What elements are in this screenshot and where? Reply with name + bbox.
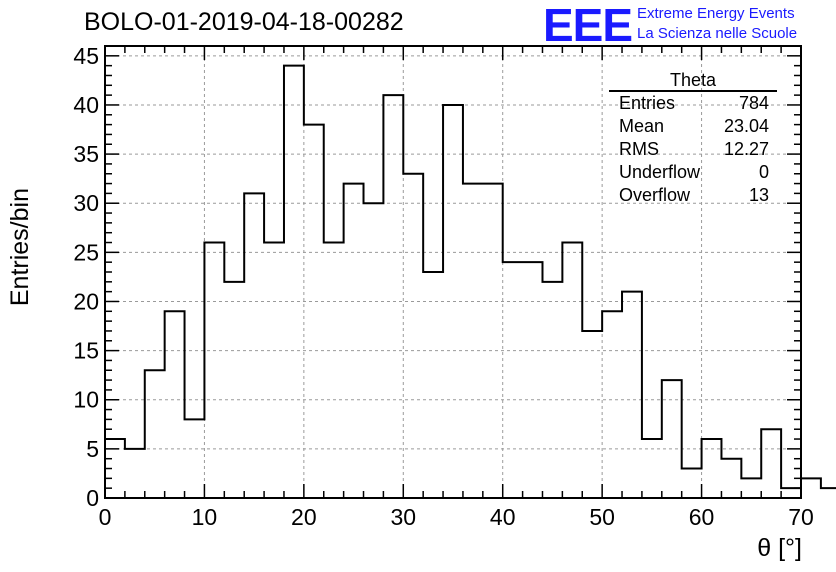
histogram-bin: [801, 478, 821, 498]
histogram-bin: [781, 488, 801, 498]
histogram-bin: [344, 184, 364, 498]
y-tick-label: 25: [73, 239, 99, 265]
y-axis-label: Entries/bin: [6, 188, 34, 307]
histogram-bin: [503, 262, 523, 498]
histogram-bin: [284, 66, 304, 498]
logo-line-project: Extreme Energy Events: [637, 5, 795, 22]
stats-value: 12.27: [723, 139, 769, 159]
histogram-bin: [165, 311, 185, 498]
x-axis-ticks: 0 10 20 30 40 50 60 70: [99, 46, 814, 530]
histogram-bin: [224, 282, 244, 498]
stats-row: Mean 23.04: [609, 115, 777, 138]
histogram-bin: [204, 243, 224, 498]
histogram-bin: [125, 449, 145, 498]
logo-line-subtitle: La Scienza nelle Scuole: [637, 25, 798, 42]
stats-label: Underflow: [619, 162, 701, 182]
histogram-bin: [364, 203, 384, 498]
histogram-bin: [264, 243, 284, 498]
y-tick-label: 5: [86, 436, 99, 462]
x-tick-label: 40: [490, 504, 516, 530]
y-tick-label: 10: [73, 387, 99, 413]
histogram-bin: [562, 243, 582, 498]
stats-row: Entries 784: [609, 92, 777, 115]
histogram-bin: [244, 193, 264, 498]
stats-label: Overflow: [619, 185, 691, 205]
histogram-bin: [145, 370, 165, 498]
stats-title: Theta: [609, 70, 777, 92]
y-tick-label: 15: [73, 338, 99, 364]
histogram-bin: [403, 174, 423, 498]
histogram-bin: [662, 380, 682, 498]
stats-label: Entries: [619, 93, 676, 113]
histogram-bin: [622, 292, 642, 498]
stats-row: RMS 12.27: [609, 138, 777, 161]
stats-value: 23.04: [723, 116, 769, 136]
histogram-bin: [721, 459, 741, 498]
x-tick-label: 10: [192, 504, 218, 530]
run-title: BOLO-01-2019-04-18-00282: [84, 8, 404, 36]
histogram-bin: [324, 243, 344, 498]
y-axis-ticks: 0 5 10 15 20 25 30 35 40 45: [73, 43, 801, 511]
histogram-bin: [582, 331, 602, 498]
eee-logo: EEE Extreme Energy Events La Scienza nel…: [543, 0, 833, 51]
histogram-bin: [702, 439, 722, 498]
histogram-bin: [741, 478, 761, 498]
histogram-bins: [105, 64, 836, 498]
stats-value: 0: [758, 162, 769, 182]
x-tick-label: 60: [689, 504, 715, 530]
histogram-bin: [483, 184, 503, 498]
x-tick-label: 30: [390, 504, 416, 530]
histogram-outline: [105, 64, 836, 490]
y-tick-label: 35: [73, 141, 99, 167]
stats-label: Mean: [619, 116, 665, 136]
histogram-bin: [821, 488, 836, 498]
histogram-bin: [602, 311, 622, 498]
eee-logo-mark: EEE: [543, 0, 633, 51]
x-axis-label: θ [°]: [757, 534, 802, 562]
y-tick-label: 30: [73, 190, 99, 216]
histogram-bin: [443, 105, 463, 498]
histogram-bin: [642, 439, 662, 498]
x-tick-label: 50: [589, 504, 615, 530]
histogram-bin: [523, 262, 543, 498]
x-tick-label: 70: [788, 504, 814, 530]
histogram-bin: [383, 95, 403, 498]
stats-value: 784: [738, 93, 769, 113]
stats-label: RMS: [619, 139, 659, 159]
y-tick-label: 20: [73, 288, 99, 314]
y-tick-label: 45: [73, 43, 99, 69]
stats-row: Overflow 13: [609, 184, 777, 207]
histogram-bin: [463, 184, 483, 498]
histogram-bin: [185, 419, 205, 498]
histogram-bin: [542, 282, 562, 498]
x-tick-label: 20: [291, 504, 317, 530]
stats-value: 13: [748, 185, 769, 205]
x-tick-label: 0: [99, 504, 112, 530]
histogram-bin: [304, 125, 324, 498]
histogram-bin: [761, 429, 781, 498]
y-tick-label: 0: [86, 485, 99, 511]
stats-row: Underflow 0: [609, 161, 777, 184]
histogram-bin: [423, 272, 443, 498]
histogram-bin: [682, 469, 702, 498]
y-tick-label: 40: [73, 92, 99, 118]
stats-box: Theta Entries 784 Mean 23.04 RMS 12.27 U…: [609, 70, 777, 207]
